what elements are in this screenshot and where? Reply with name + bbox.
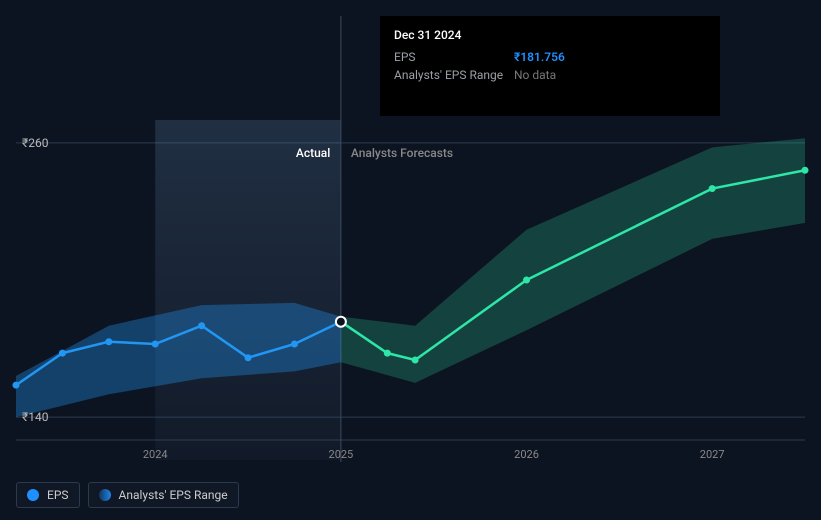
hover-tooltip: Dec 31 2024 EPS ₹181.756 Analysts' EPS R… [380, 16, 720, 116]
legend-label-range: Analysts' EPS Range [119, 488, 228, 502]
legend-item-range[interactable]: Analysts' EPS Range [88, 482, 239, 508]
legend-item-eps[interactable]: EPS [16, 482, 80, 508]
x-axis-tick-2026: 2026 [514, 448, 539, 461]
x-axis-tick-2027: 2027 [700, 448, 725, 461]
legend-label-eps: EPS [47, 488, 69, 502]
x-axis-tick-2025: 2025 [329, 448, 354, 461]
tooltip-row-range-label: Analysts' EPS Range [394, 66, 514, 84]
y-axis-tick-140: ₹140 [22, 410, 48, 424]
tooltip-row-range-value: No data [514, 66, 706, 84]
legend-swatch-range [99, 489, 111, 501]
y-axis-tick-260: ₹260 [22, 136, 48, 150]
tooltip-date: Dec 31 2024 [394, 26, 706, 44]
eps-chart: ₹260 ₹140 Actual Analysts Forecasts 2024… [0, 0, 821, 520]
x-axis-tick-2024: 2024 [143, 448, 168, 461]
legend: EPS Analysts' EPS Range [16, 482, 239, 508]
section-label-forecast: Analysts Forecasts [351, 146, 453, 160]
section-label-actual: Actual [296, 146, 330, 160]
tooltip-row-eps-label: EPS [394, 48, 514, 66]
legend-swatch-eps [27, 489, 39, 501]
tooltip-row-eps-value: ₹181.756 [514, 48, 706, 66]
